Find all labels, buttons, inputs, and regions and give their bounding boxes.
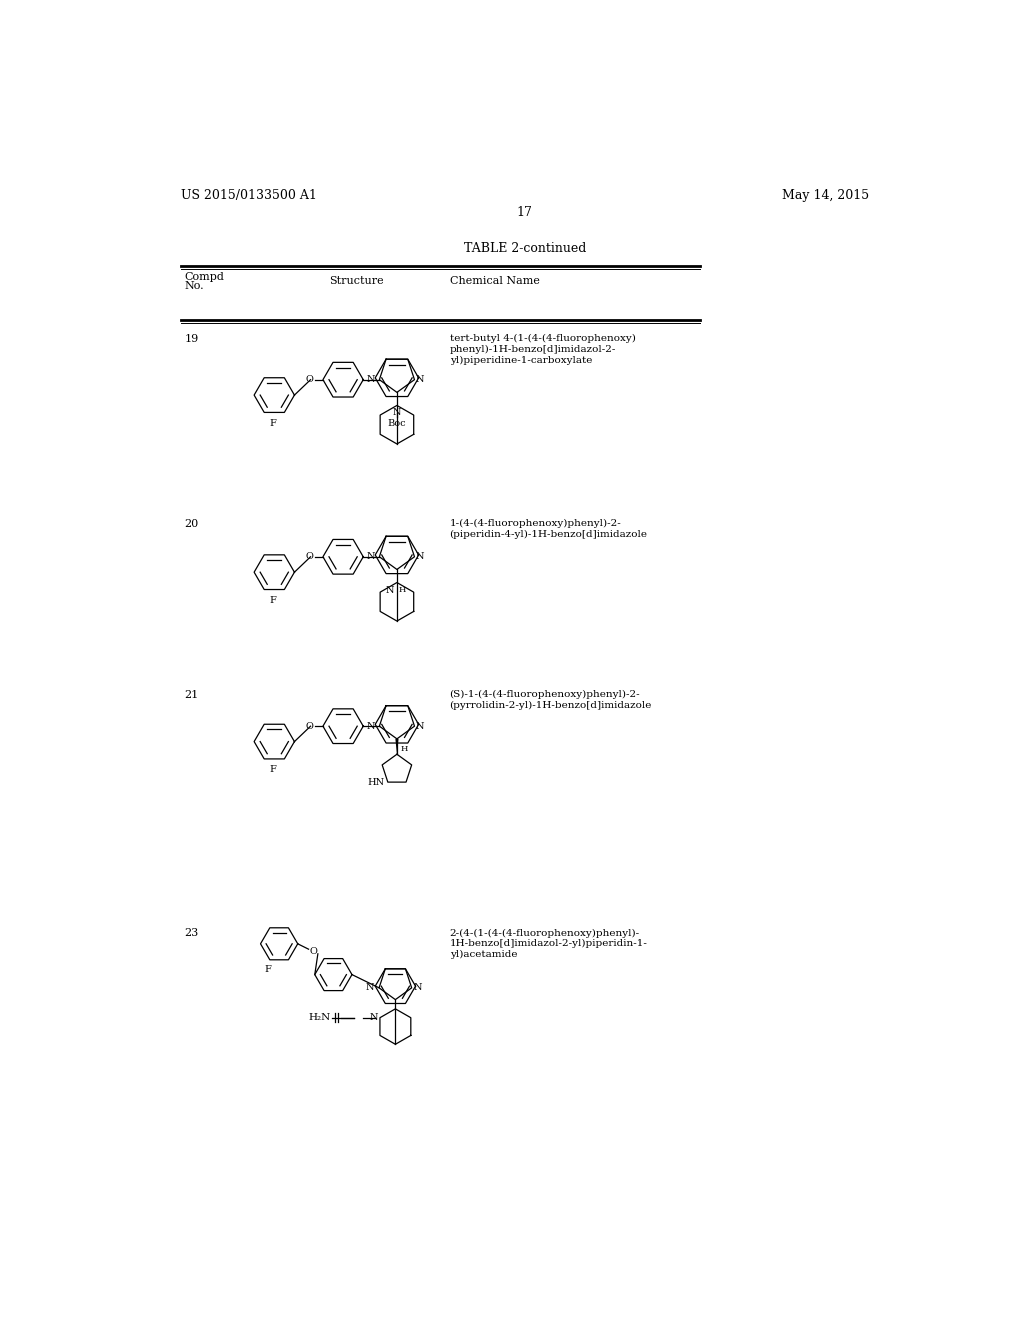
Text: (S)-1-(4-(4-fluorophenoxy)phenyl)-2-: (S)-1-(4-(4-fluorophenoxy)phenyl)-2- xyxy=(450,689,640,698)
Text: 1-(4-(4-fluorophenoxy)phenyl)-2-: 1-(4-(4-fluorophenoxy)phenyl)-2- xyxy=(450,519,622,528)
Text: H₂N: H₂N xyxy=(308,1014,331,1022)
Text: 1H-benzo[d]imidazol-2-yl)piperidin-1-: 1H-benzo[d]imidazol-2-yl)piperidin-1- xyxy=(450,940,647,948)
Text: O: O xyxy=(309,946,317,956)
Text: H: H xyxy=(400,744,409,752)
Text: HN: HN xyxy=(368,777,385,787)
Text: TABLE 2-continued: TABLE 2-continued xyxy=(464,242,586,255)
Text: Structure: Structure xyxy=(330,276,384,286)
Text: Compd: Compd xyxy=(184,272,224,281)
Text: Boc: Boc xyxy=(388,418,407,428)
Text: N: N xyxy=(367,375,375,384)
Text: 23: 23 xyxy=(184,928,199,939)
Text: F: F xyxy=(269,766,276,775)
Text: tert-butyl 4-(1-(4-(4-fluorophenoxy): tert-butyl 4-(1-(4-(4-fluorophenoxy) xyxy=(450,334,636,343)
Text: 2-(4-(1-(4-(4-fluorophenoxy)phenyl)-: 2-(4-(1-(4-(4-fluorophenoxy)phenyl)- xyxy=(450,928,640,937)
Text: No.: No. xyxy=(184,281,204,290)
Text: (pyrrolidin-2-yl)-1H-benzo[d]imidazole: (pyrrolidin-2-yl)-1H-benzo[d]imidazole xyxy=(450,701,652,710)
Text: N: N xyxy=(367,552,375,561)
Text: O: O xyxy=(306,722,313,731)
Text: Chemical Name: Chemical Name xyxy=(450,276,540,286)
Text: N: N xyxy=(369,1014,378,1022)
Text: 19: 19 xyxy=(184,334,199,345)
Text: N: N xyxy=(367,722,375,731)
Text: yl)acetamide: yl)acetamide xyxy=(450,950,517,960)
Text: N: N xyxy=(366,983,375,993)
Text: F: F xyxy=(269,418,276,428)
Text: N: N xyxy=(416,552,425,561)
Text: May 14, 2015: May 14, 2015 xyxy=(781,189,869,202)
Text: F: F xyxy=(264,965,271,974)
Text: 21: 21 xyxy=(184,689,199,700)
Text: N: N xyxy=(392,408,401,417)
Text: O: O xyxy=(306,552,313,561)
Text: F: F xyxy=(269,597,276,605)
Text: N: N xyxy=(416,722,425,731)
Text: O: O xyxy=(306,375,313,384)
Text: phenyl)-1H-benzo[d]imidazol-2-: phenyl)-1H-benzo[d]imidazol-2- xyxy=(450,345,616,354)
Text: US 2015/0133500 A1: US 2015/0133500 A1 xyxy=(180,189,316,202)
Text: H: H xyxy=(398,586,406,594)
Text: N: N xyxy=(414,983,422,993)
Text: yl)piperidine-1-carboxylate: yl)piperidine-1-carboxylate xyxy=(450,355,592,364)
Text: N: N xyxy=(385,586,394,594)
Polygon shape xyxy=(395,739,398,754)
Text: 20: 20 xyxy=(184,519,199,529)
Text: 17: 17 xyxy=(517,206,532,219)
Text: N: N xyxy=(416,375,425,384)
Text: (piperidin-4-yl)-1H-benzo[d]imidazole: (piperidin-4-yl)-1H-benzo[d]imidazole xyxy=(450,529,647,539)
